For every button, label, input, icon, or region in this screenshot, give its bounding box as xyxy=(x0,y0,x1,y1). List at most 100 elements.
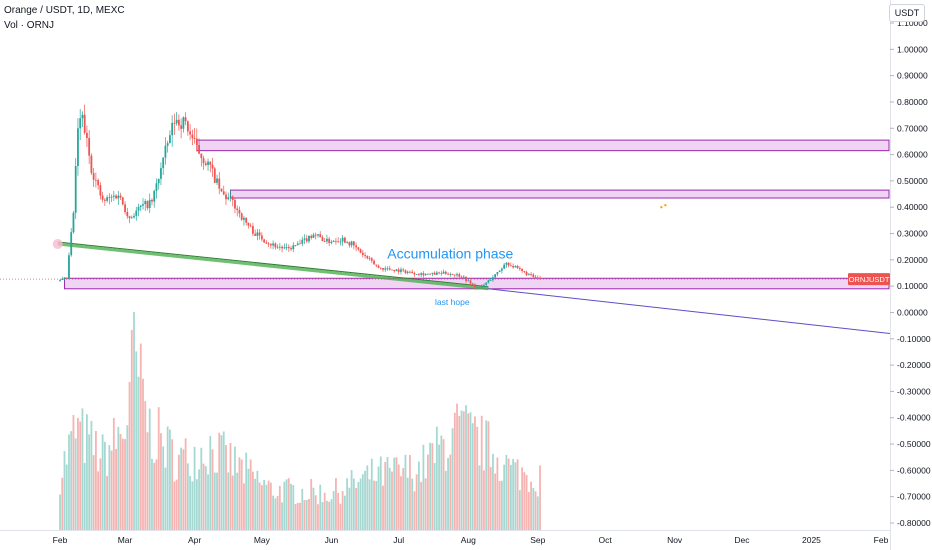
candle xyxy=(530,274,532,275)
candle xyxy=(348,242,351,246)
volume-bar xyxy=(373,480,375,530)
candle xyxy=(366,255,369,259)
symbol-legend[interactable]: Orange / USDT, 1D, MEXC xyxy=(4,5,125,16)
y-tick-label: -0.50000 xyxy=(897,439,931,449)
candle xyxy=(63,277,66,279)
volume-bar xyxy=(92,455,95,530)
price-axis-panel[interactable] xyxy=(890,0,932,550)
candle xyxy=(283,247,286,249)
candle xyxy=(260,235,263,240)
candle xyxy=(216,178,218,183)
volume-bar xyxy=(355,487,357,530)
candle xyxy=(357,247,360,250)
candle xyxy=(467,280,470,282)
volume-bar xyxy=(90,420,93,530)
volume-bar xyxy=(444,470,447,530)
candle xyxy=(294,245,297,247)
candle xyxy=(200,153,203,159)
candle xyxy=(142,204,144,206)
candle xyxy=(501,268,503,271)
candle xyxy=(144,201,147,205)
volume-bar xyxy=(435,426,438,530)
volume-bar xyxy=(137,376,140,530)
candle xyxy=(245,217,248,223)
y-tick-label: 1.10000 xyxy=(897,18,928,28)
volume-legend[interactable]: Vol · ORNJ xyxy=(4,20,55,31)
projection-line[interactable] xyxy=(488,288,891,335)
candle xyxy=(220,188,223,192)
candle xyxy=(222,191,225,195)
candle xyxy=(494,274,497,278)
candle xyxy=(485,282,488,285)
volume-bar xyxy=(323,492,326,530)
volume-bar xyxy=(352,478,355,530)
candle xyxy=(213,168,216,183)
volume-bar xyxy=(281,502,283,530)
volume-bar xyxy=(225,445,227,530)
volume-bar xyxy=(310,479,313,530)
volume-bar xyxy=(112,418,115,530)
volume-bar xyxy=(278,485,281,530)
volume-bar xyxy=(312,487,315,530)
volume-bar xyxy=(350,470,353,530)
volume-bar xyxy=(346,478,349,530)
last-hope-label[interactable]: last hope xyxy=(435,297,470,307)
volume-bar xyxy=(99,458,102,530)
candle xyxy=(258,232,261,236)
volume-bar xyxy=(319,484,322,530)
candle xyxy=(426,273,429,275)
candle xyxy=(368,258,371,259)
volume-bar xyxy=(337,492,340,530)
anchor-dot[interactable] xyxy=(52,239,63,250)
volume-bar xyxy=(395,457,398,530)
volume-bar xyxy=(124,439,126,530)
candle xyxy=(169,135,171,144)
volume-bars xyxy=(59,311,541,530)
y-tick-label: -0.80000 xyxy=(897,518,931,528)
candle xyxy=(151,199,153,202)
volume-bar xyxy=(119,433,122,530)
volume-bar xyxy=(86,414,88,530)
volume-bar xyxy=(247,468,250,530)
candle xyxy=(207,161,209,165)
volume-bar xyxy=(514,462,517,530)
candle xyxy=(164,145,167,158)
volume-bar xyxy=(258,482,261,530)
accumulation-label[interactable]: Accumulation phase xyxy=(387,246,513,262)
candle xyxy=(186,121,189,132)
candle xyxy=(157,178,160,184)
volume-bar xyxy=(485,420,488,530)
volume-bar xyxy=(308,498,310,530)
volume-bar xyxy=(290,483,292,530)
resistance-zone-upper[interactable] xyxy=(196,139,890,152)
candle xyxy=(337,241,340,243)
candle xyxy=(292,245,295,250)
volume-bar xyxy=(343,495,346,530)
y-tick-label: 0.00000 xyxy=(897,307,928,317)
candle xyxy=(272,243,275,246)
candle xyxy=(231,196,234,200)
currency-button[interactable]: USDT xyxy=(889,4,925,22)
volume-bar xyxy=(505,454,508,530)
x-tick-label: Sep xyxy=(530,535,545,545)
candle xyxy=(166,143,169,146)
candle xyxy=(240,213,243,220)
volume-bar xyxy=(126,425,129,530)
falling-support-line[interactable] xyxy=(57,242,489,291)
volume-bar xyxy=(426,454,429,530)
volume-bar xyxy=(72,414,75,530)
candle xyxy=(278,246,281,248)
symbol-badge[interactable] xyxy=(848,273,890,286)
candle xyxy=(397,269,400,272)
candle xyxy=(507,262,510,266)
volume-bar xyxy=(108,445,111,530)
resistance-zone-middle[interactable] xyxy=(229,189,890,199)
candle xyxy=(61,278,64,281)
candle xyxy=(440,273,443,275)
volume-bar xyxy=(164,467,167,530)
volume-bar xyxy=(79,421,82,530)
volume-bar xyxy=(202,463,205,530)
candle xyxy=(384,268,387,270)
